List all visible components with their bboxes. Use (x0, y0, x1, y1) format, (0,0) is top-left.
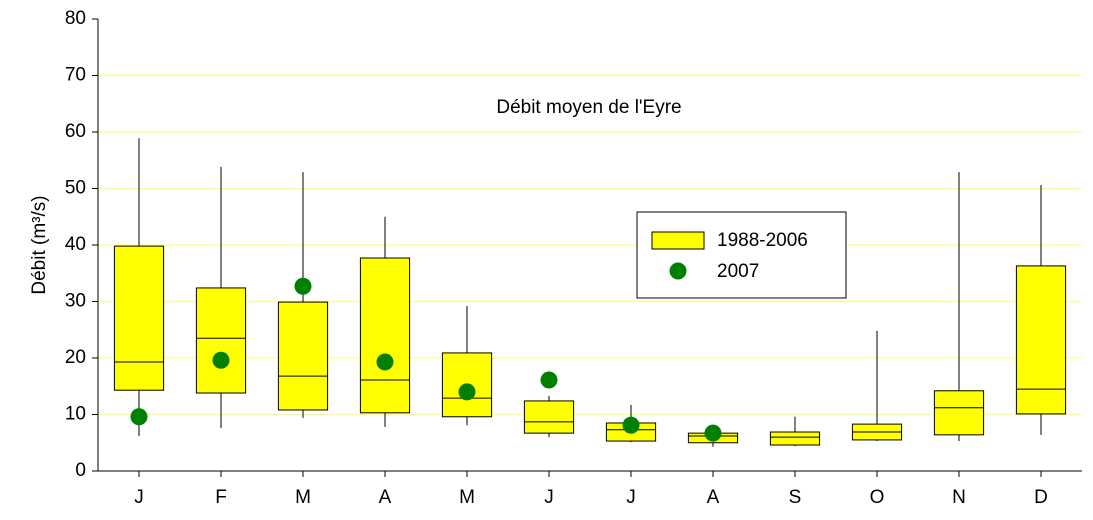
x-tick-label: J (626, 487, 636, 508)
point (212, 351, 230, 369)
x-tick-label: J (544, 487, 554, 508)
legend-swatch (669, 262, 687, 280)
y-tick-label: 60 (65, 121, 86, 142)
y-tick-label: 40 (65, 234, 86, 255)
x-tick-label: D (1034, 487, 1048, 508)
box (1015, 265, 1067, 415)
point (540, 371, 558, 389)
chart-title: Débit moyen de l'Eyre (496, 97, 681, 118)
x-tick-label: F (215, 487, 227, 508)
legend-frame (636, 211, 847, 299)
box (769, 431, 821, 446)
y-tick-label: 50 (65, 178, 86, 199)
box (359, 257, 411, 414)
box (523, 400, 575, 434)
point (130, 408, 148, 426)
y-tick-label: 20 (65, 347, 86, 368)
point (704, 424, 722, 442)
box (113, 245, 165, 391)
y-tick-label: 0 (75, 460, 86, 481)
y-tick-label: 70 (65, 65, 86, 86)
x-tick-label: M (295, 487, 311, 508)
box (277, 301, 329, 411)
legend-label: 2007 (717, 261, 759, 282)
x-tick-label: J (134, 487, 144, 508)
point (294, 277, 312, 295)
x-tick-label: N (952, 487, 966, 508)
y-tick-label: 30 (65, 291, 86, 312)
grid (98, 75, 1082, 415)
legend-label: 1988-2006 (717, 230, 808, 251)
box (933, 390, 985, 436)
x-tick-label: M (459, 487, 475, 508)
x-tick-label: S (789, 487, 802, 508)
x-tick-label: O (870, 487, 885, 508)
y-axis-label: Débit (m³/s) (29, 195, 50, 294)
x-tick-label: A (379, 487, 392, 508)
legend-swatch (651, 231, 705, 250)
legend: 1988-2006 2007 (636, 211, 847, 299)
point (458, 383, 476, 401)
y-tick-label: 80 (65, 8, 86, 29)
point (622, 416, 640, 434)
point (376, 353, 394, 371)
x-tick-label: A (707, 487, 720, 508)
y-tick-label: 10 (65, 404, 86, 425)
box (195, 287, 247, 394)
